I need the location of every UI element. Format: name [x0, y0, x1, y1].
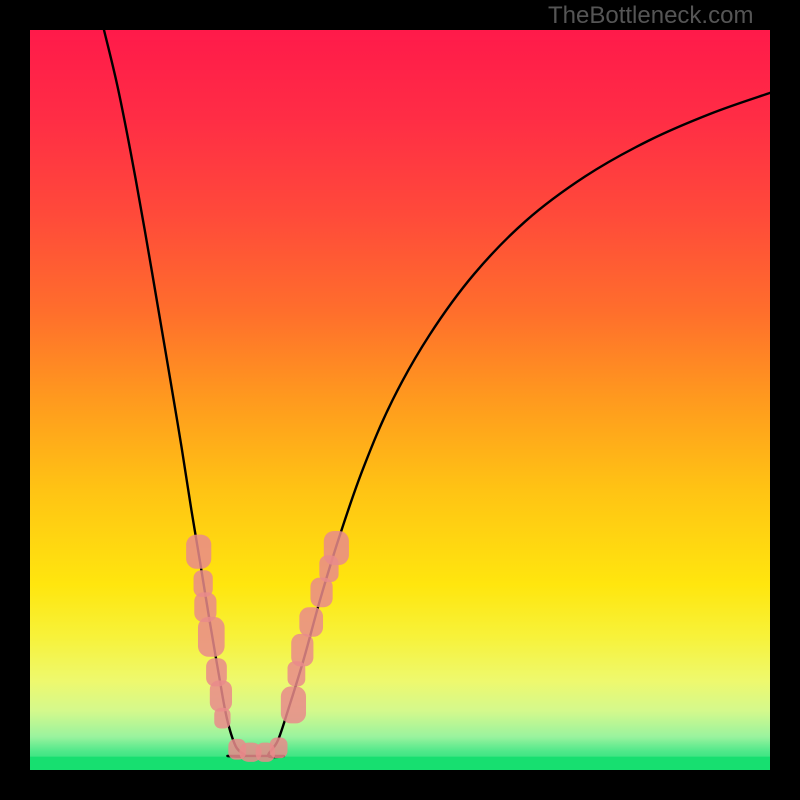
curve-marker — [281, 686, 306, 723]
marker-cluster — [186, 531, 349, 762]
curve-marker — [299, 607, 323, 637]
curve-marker — [310, 578, 332, 608]
curve-marker — [186, 535, 211, 569]
curve-marker — [270, 737, 288, 758]
bottleneck-curve — [30, 30, 770, 770]
curve-marker — [214, 708, 230, 729]
curve-marker — [291, 634, 313, 667]
curve-marker — [210, 680, 232, 711]
chart-stage: TheBottleneck.com — [0, 0, 800, 800]
curve-marker — [324, 531, 349, 565]
plot-area — [30, 30, 770, 770]
watermark-text: TheBottleneck.com — [548, 2, 753, 30]
curve-marker — [198, 617, 225, 657]
